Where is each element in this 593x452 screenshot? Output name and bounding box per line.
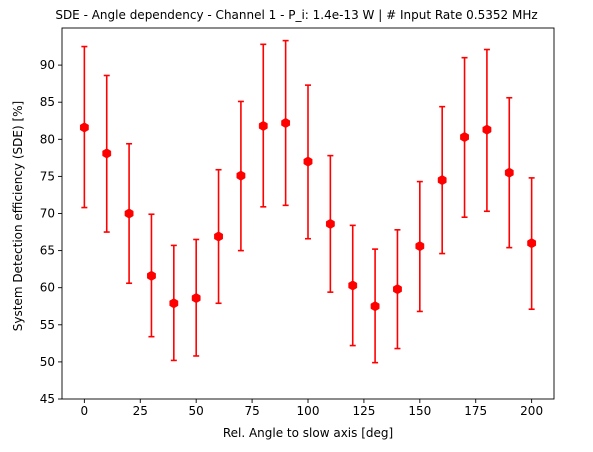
data-point — [527, 238, 537, 249]
x-tick-label: 200 — [520, 404, 543, 418]
data-point — [325, 218, 335, 229]
x-tick-label: 75 — [244, 404, 259, 418]
data-point — [437, 175, 447, 186]
data-point — [504, 167, 514, 178]
y-tick-label: 75 — [40, 169, 55, 183]
data-point — [482, 124, 492, 135]
data-point — [415, 241, 425, 252]
y-tick-label: 45 — [40, 392, 55, 406]
x-tick-label: 50 — [189, 404, 204, 418]
data-point — [460, 131, 469, 143]
x-tick-label: 150 — [408, 404, 431, 418]
x-tick-label: 25 — [133, 404, 148, 418]
y-tick-label: 80 — [40, 132, 55, 146]
data-point — [124, 208, 134, 219]
data-point — [236, 170, 246, 181]
chart-title: SDE - Angle dependency - Channel 1 - P_i… — [55, 8, 538, 22]
y-tick-label: 55 — [40, 318, 55, 332]
y-tick-label: 50 — [40, 355, 55, 369]
x-tick-label: 125 — [352, 404, 375, 418]
data-point — [370, 301, 380, 312]
x-tick-label: 100 — [297, 404, 320, 418]
y-tick-label: 65 — [40, 244, 55, 258]
data-point — [393, 284, 402, 295]
y-tick-label: 70 — [40, 207, 55, 221]
x-tick-label: 175 — [464, 404, 487, 418]
y-tick-label: 60 — [40, 281, 55, 295]
y-tick-label: 90 — [40, 58, 55, 72]
data-point — [102, 148, 112, 159]
data-point — [169, 298, 179, 309]
x-tick-label: 0 — [81, 404, 89, 418]
x-axis-label: Rel. Angle to slow axis [deg] — [222, 426, 394, 440]
data-point — [147, 270, 156, 281]
data-point — [79, 122, 89, 133]
data-point — [348, 280, 358, 291]
y-tick-label: 85 — [40, 95, 55, 109]
data-point — [214, 231, 223, 242]
data-point — [191, 293, 201, 304]
y-axis-label: System Detection efficiency (SDE) [%] — [11, 100, 25, 332]
data-point — [258, 120, 268, 132]
data-point — [281, 117, 291, 129]
data-point — [303, 156, 313, 167]
